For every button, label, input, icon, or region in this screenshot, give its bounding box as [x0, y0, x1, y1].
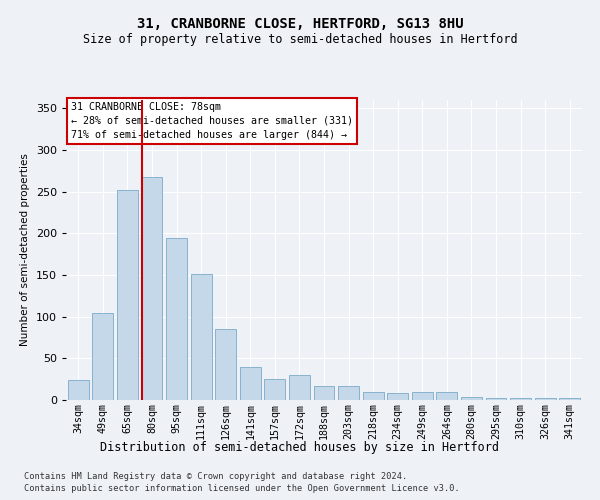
Bar — [362, 392, 383, 400]
Bar — [412, 392, 433, 400]
Text: 31 CRANBORNE CLOSE: 78sqm
← 28% of semi-detached houses are smaller (331)
71% of: 31 CRANBORNE CLOSE: 78sqm ← 28% of semi-… — [71, 102, 353, 140]
Bar — [535, 398, 556, 400]
Bar — [289, 375, 310, 400]
Bar — [265, 379, 286, 400]
Text: Contains public sector information licensed under the Open Government Licence v3: Contains public sector information licen… — [24, 484, 460, 493]
Text: 31, CRANBORNE CLOSE, HERTFORD, SG13 8HU: 31, CRANBORNE CLOSE, HERTFORD, SG13 8HU — [137, 18, 463, 32]
Bar — [142, 176, 163, 400]
Bar — [485, 398, 506, 400]
Bar — [166, 238, 187, 400]
Bar — [191, 274, 212, 400]
Bar — [68, 380, 89, 400]
Bar — [215, 329, 236, 400]
Bar — [240, 366, 261, 400]
Bar — [314, 386, 334, 400]
Bar — [436, 392, 457, 400]
Text: Contains HM Land Registry data © Crown copyright and database right 2024.: Contains HM Land Registry data © Crown c… — [24, 472, 407, 481]
Bar — [559, 398, 580, 400]
Bar — [510, 398, 531, 400]
Bar — [387, 394, 408, 400]
Y-axis label: Number of semi-detached properties: Number of semi-detached properties — [20, 154, 30, 346]
Bar — [117, 190, 138, 400]
Bar — [338, 386, 359, 400]
Text: Size of property relative to semi-detached houses in Hertford: Size of property relative to semi-detach… — [83, 32, 517, 46]
Bar — [461, 396, 482, 400]
Text: Distribution of semi-detached houses by size in Hertford: Distribution of semi-detached houses by … — [101, 441, 499, 454]
Bar — [92, 312, 113, 400]
